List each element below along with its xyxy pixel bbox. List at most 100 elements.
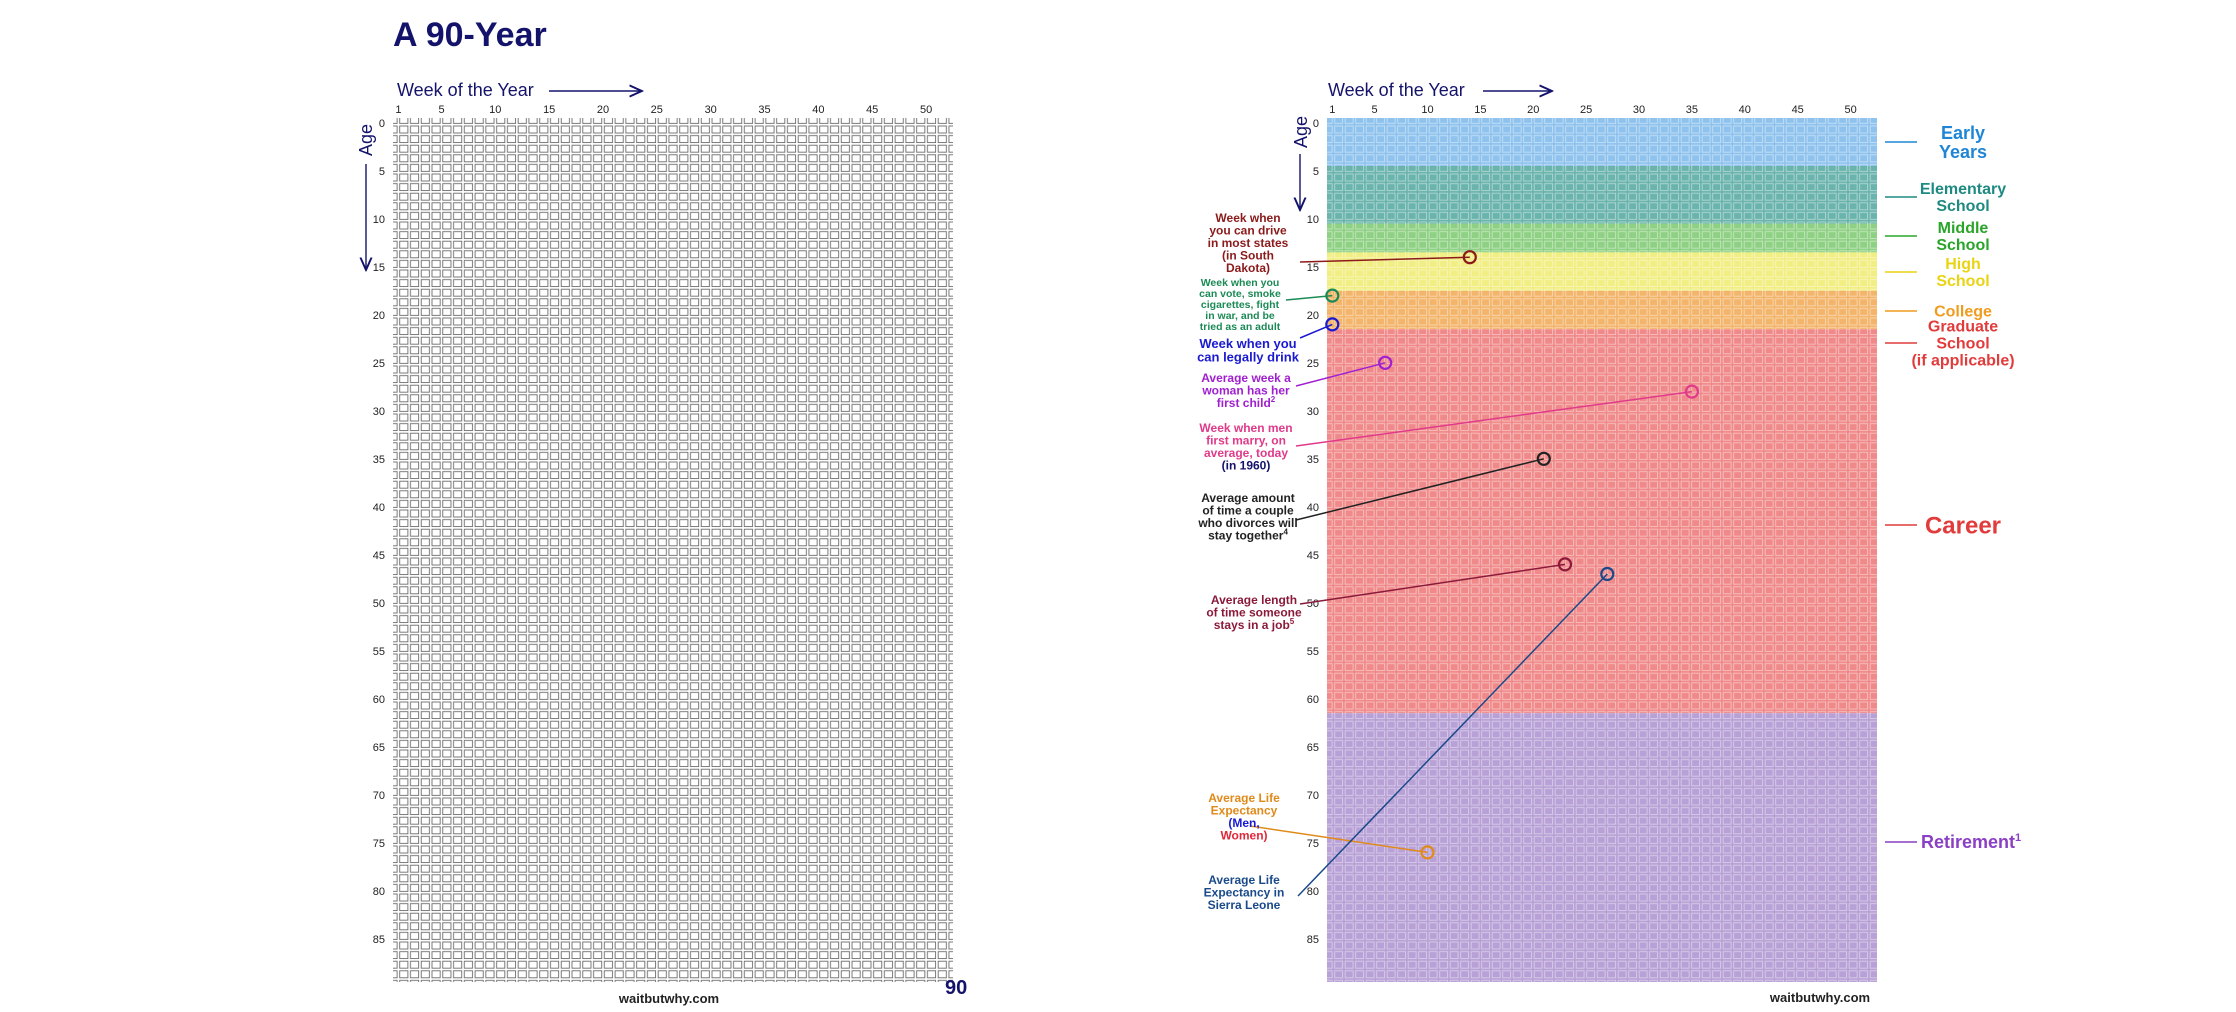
left-age-tick-65: 65: [373, 742, 385, 754]
annotation-divorce-label: Average amount: [1201, 491, 1295, 505]
annotation-sierra-leone-leader: [1297, 573, 1608, 897]
right-week-tick-40: 40: [1739, 104, 1751, 116]
right-week-tick-45: 45: [1792, 104, 1804, 116]
band-career-label: Career: [1925, 512, 2001, 539]
right-age-axis-label: Age: [1291, 116, 1311, 148]
right-age-tick-45: 45: [1307, 550, 1319, 562]
left-age-tick-75: 75: [373, 838, 385, 850]
left-week-tick-30: 30: [705, 104, 717, 116]
right-week-grid: [1327, 118, 1877, 982]
annotation-drive-marker: [1462, 250, 1477, 265]
annotation-drive-label: in most states: [1208, 236, 1289, 250]
band-college-label: College: [1934, 304, 1992, 321]
annotation-sierra-leone-marker: [1600, 566, 1615, 582]
left-week-tick-40: 40: [812, 104, 824, 116]
annotation-drive-label: (in South: [1222, 249, 1274, 263]
right-age-tick-70: 70: [1307, 790, 1319, 802]
left-age-ticks: 0 5 10 15 20 25 30 35 40 45 50 55 60 65 70 75 80 85: [373, 118, 385, 946]
annotation-life-expectancy-marker: [1420, 845, 1435, 860]
annotation-life-expectancy-label: Average Life: [1208, 791, 1280, 805]
annotation-vote-leader: [1285, 294, 1333, 301]
right-week-axis-label: Week of the Year: [1328, 80, 1465, 100]
left-age-tick-25: 25: [373, 358, 385, 370]
right-week-tick-5: 5: [1372, 104, 1378, 116]
annotation-drive-leader: [1299, 256, 1470, 263]
band-early-label: Early: [1941, 123, 1985, 143]
left-chart-title: A 90-Year: [393, 16, 547, 54]
left-week-grid: [393, 118, 953, 982]
left-age-tick-80: 80: [373, 886, 385, 898]
band-elementary-label: School: [1936, 198, 1989, 215]
left-week-tick-45: 45: [866, 104, 878, 116]
left-age-tick-55: 55: [373, 646, 385, 658]
left-week-tick-35: 35: [758, 104, 770, 116]
band-elementary-label: Elementary: [1920, 181, 2006, 198]
right-week-ticks: 1 5 10 15 20 25 30 35 40 45 50: [1329, 104, 1856, 116]
right-footer: waitbutwhy.com: [1769, 990, 1870, 1005]
left-age-tick-10: 10: [373, 214, 385, 226]
left-age-tick-30: 30: [373, 406, 385, 418]
left-week-tick-10: 10: [489, 104, 501, 116]
right-age-tick-80: 80: [1307, 886, 1319, 898]
annotation-divorce-label: who divorces will: [1197, 516, 1297, 530]
left-age-tick-70: 70: [373, 790, 385, 802]
left-week-tick-50: 50: [920, 104, 932, 116]
right-age-tick-25: 25: [1307, 358, 1319, 370]
left-chart: A 90-Year Week of the Year Age 1 5 10 15 20 2…: [356, 16, 967, 1006]
right-age-tick-10: 10: [1307, 214, 1319, 226]
right-age-tick-75: 75: [1307, 838, 1319, 850]
annotation-job-label: of time someone: [1206, 606, 1302, 620]
annotation-marry-marker: [1684, 384, 1700, 399]
left-age-tick-20: 20: [373, 310, 385, 322]
annotation-drive-label: Dakota): [1226, 261, 1270, 275]
right-age-tick-85: 85: [1307, 934, 1319, 946]
band-early-label: Years: [1939, 142, 1987, 162]
annotation-divorce-label: of time a couple: [1202, 504, 1294, 518]
right-age-tick-65: 65: [1307, 742, 1319, 754]
right-age-ticks: 0 5 10 15 20 25 30 35 40 45 50 55 60 65 70 75 80 85: [1307, 118, 1319, 946]
left-age-tick-85: 85: [373, 934, 385, 946]
annotation-drive-label: you can drive: [1209, 224, 1287, 238]
right-week-tick-20: 20: [1527, 104, 1539, 116]
annotation-life-expectancy-label: Women): [1220, 829, 1267, 843]
annotation-first-child-label: first child2: [1217, 395, 1276, 410]
left-week-axis-label: Week of the Year: [397, 80, 534, 100]
left-age-tick-35: 35: [373, 454, 385, 466]
annotation-first-child-leader: [1295, 362, 1386, 387]
left-age-tick-0: 0: [379, 118, 385, 130]
left-age-tick-45: 45: [373, 550, 385, 562]
right-age-tick-20: 20: [1307, 310, 1319, 322]
annotation-sierra-leone-label: Sierra Leone: [1208, 898, 1281, 912]
annotation-vote-label: can vote, smoke: [1199, 288, 1281, 300]
annotation-sierra-leone-label: Expectancy in: [1204, 886, 1285, 900]
left-age-tick-5: 5: [379, 166, 385, 178]
right-age-tick-35: 35: [1307, 454, 1319, 466]
annotation-sierra-leone-label: Average Life: [1208, 873, 1280, 887]
annotation-marry-leader: [1295, 390, 1693, 447]
annotation-life-expectancy-label: (Men,: [1228, 816, 1259, 830]
annotation-lines: [1249, 250, 1700, 897]
annotation-drink-marker: [1325, 317, 1340, 332]
band-graduate-label: School: [1936, 336, 1989, 353]
right-age-tick-15: 15: [1307, 262, 1319, 274]
annotation-job-label: stays in a job5: [1214, 617, 1295, 632]
band-graduate-label: Graduate: [1928, 319, 1998, 336]
annotation-divorce-label: stay together4: [1208, 528, 1288, 543]
right-week-tick-30: 30: [1633, 104, 1645, 116]
right-week-tick-1: 1: [1329, 104, 1335, 116]
annotation-job-label: Average length: [1211, 593, 1297, 607]
band-middle-label: Middle: [1938, 220, 1989, 237]
annotation-marry-label: Week when men: [1199, 421, 1292, 435]
annotation-first-child-label: Average week a: [1201, 371, 1291, 385]
life-stage-labels: EarlyYearsElementarySchoolMiddleSchoolHi…: [1885, 123, 2021, 852]
annotation-life-expectancy-leader: [1249, 825, 1428, 854]
right-week-tick-50: 50: [1844, 104, 1856, 116]
left-week-tick-1: 1: [395, 104, 401, 116]
annotation-vote-label: tried as an adult: [1200, 321, 1281, 333]
annotation-vote-label: in war, and be: [1205, 310, 1275, 322]
left-week-tick-25: 25: [651, 104, 663, 116]
annotation-first-child-marker: [1378, 355, 1393, 370]
left-age-tick-60: 60: [373, 694, 385, 706]
